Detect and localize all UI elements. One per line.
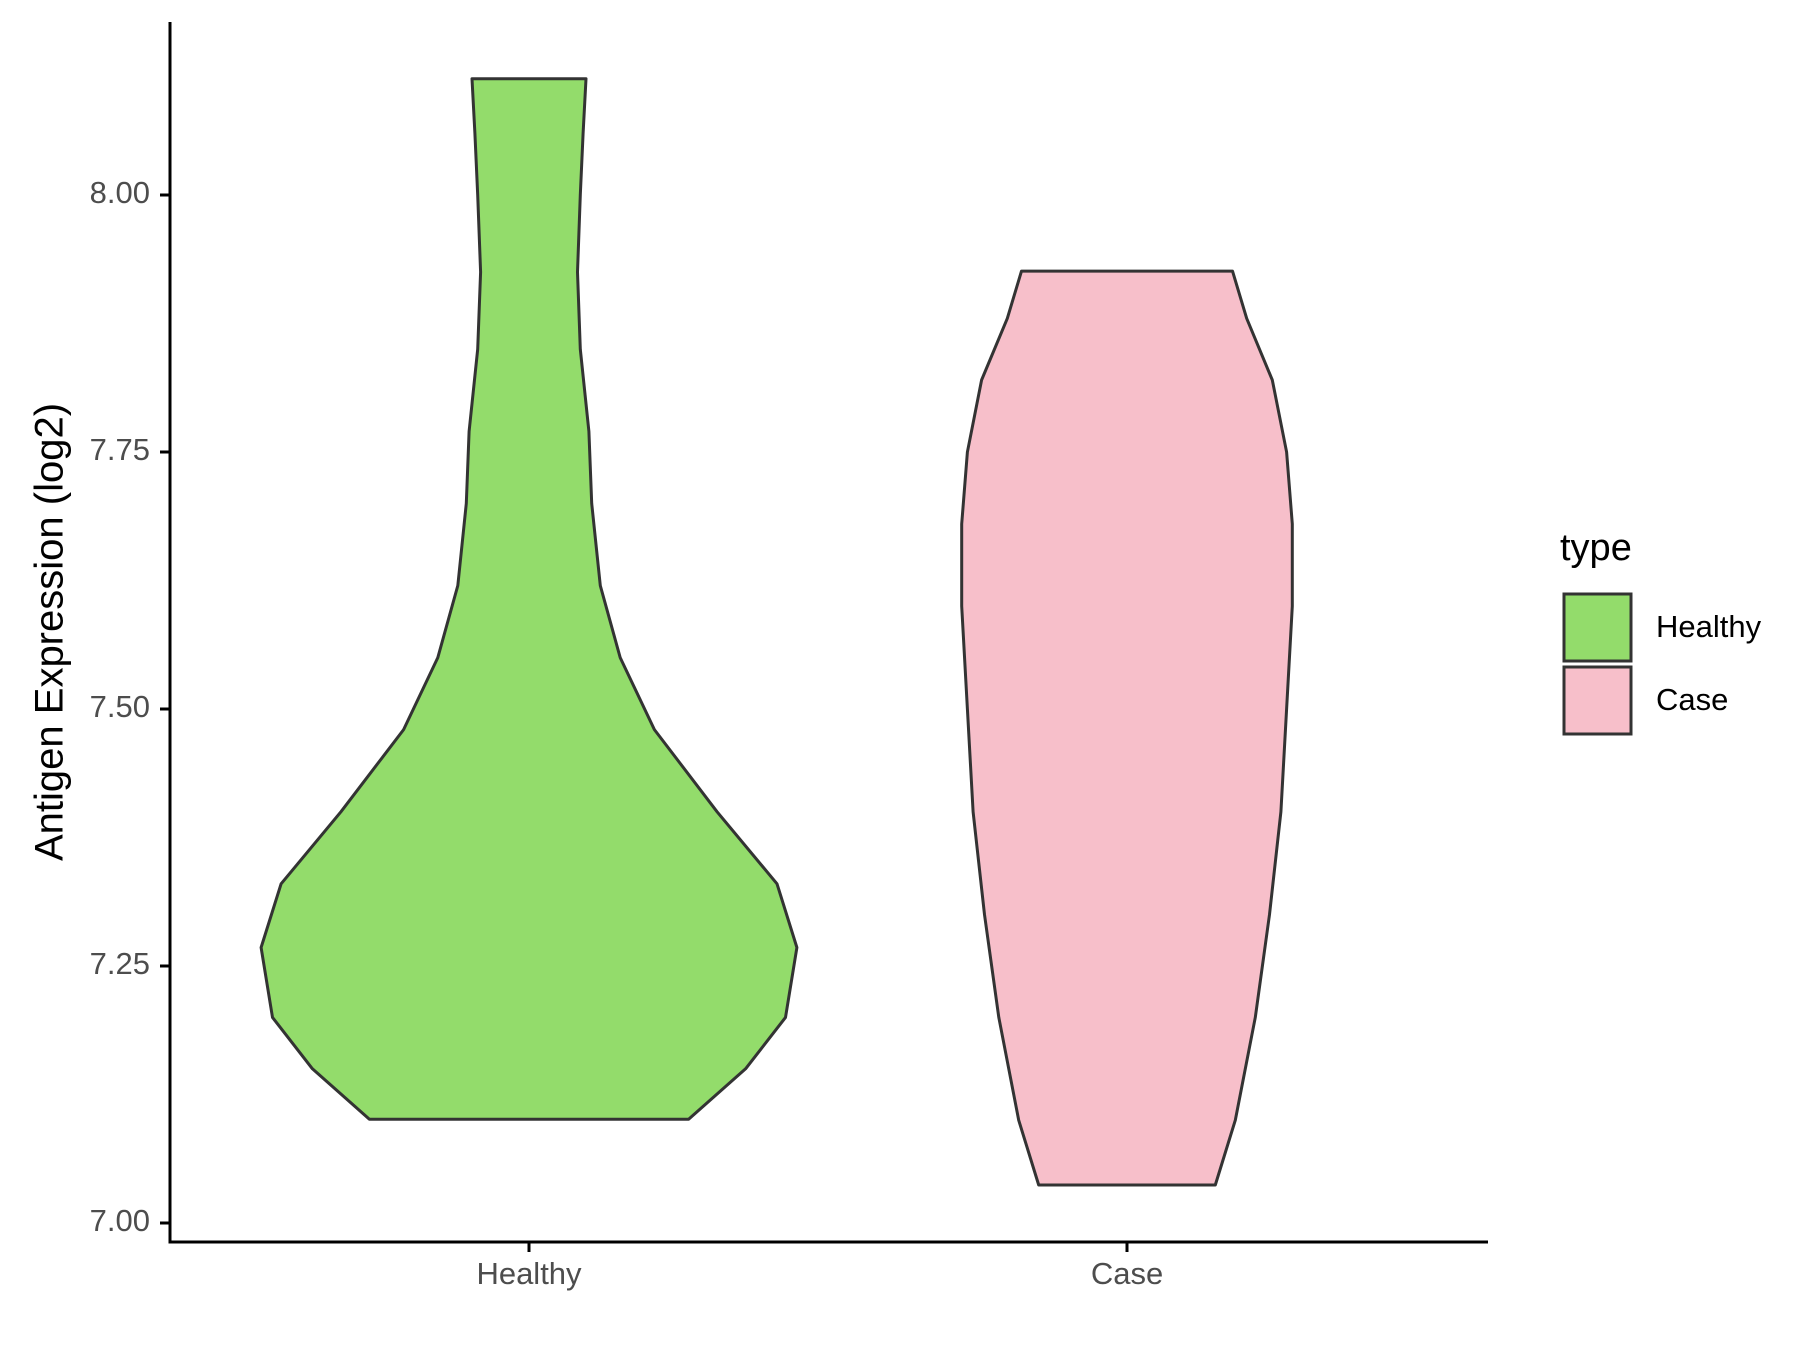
y-tick-label: 7.50 [90,689,150,724]
x-tick-label: Case [1091,1256,1163,1291]
legend-entries: Healthy Case [1562,592,1762,736]
y-tick-label: 7.75 [90,432,150,467]
legend-title: type [1560,527,1632,569]
y-axis-ticks: 7.00 7.25 7.50 7.75 8.00 [90,175,170,1238]
y-tick-label: 7.00 [90,1203,150,1238]
legend: type Healthy Case [1560,527,1762,736]
x-axis-ticks: Healthy Case [476,1242,1163,1291]
y-axis-title: Antigen Expression (log2) [28,403,72,861]
y-tick-label: 7.25 [90,946,150,981]
legend-swatch-healthy [1562,592,1633,663]
violin-layer [259,77,1294,1187]
violin-healthy [259,77,799,1121]
violin-case [960,269,1294,1187]
legend-label-case: Case [1656,682,1728,717]
y-tick-label: 8.00 [90,175,150,210]
legend-label-healthy: Healthy [1656,609,1762,644]
x-tick-label: Healthy [476,1256,582,1291]
legend-swatch-case [1562,665,1633,736]
